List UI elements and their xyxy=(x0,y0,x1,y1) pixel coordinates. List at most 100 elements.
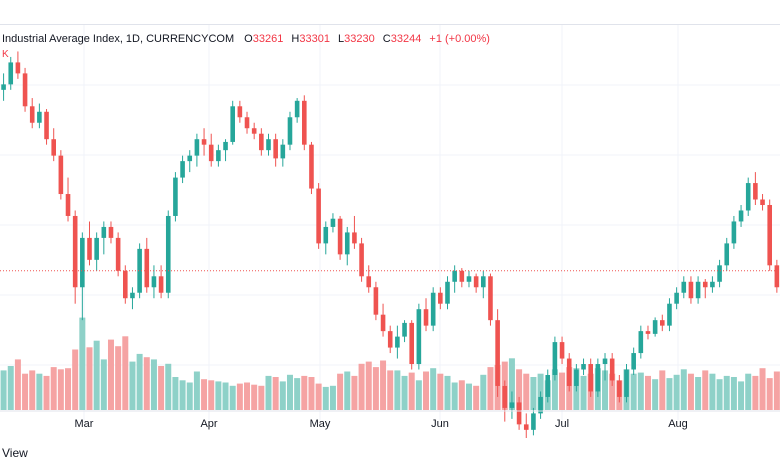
volume-bar[interactable] xyxy=(365,361,372,410)
candle-body[interactable] xyxy=(566,358,572,386)
volume-bar[interactable] xyxy=(265,375,272,410)
volume-bar[interactable] xyxy=(165,363,172,410)
volume-bar[interactable] xyxy=(7,366,14,410)
candle-body[interactable] xyxy=(101,226,107,238)
volume-bar[interactable] xyxy=(759,368,766,410)
candle-body[interactable] xyxy=(144,248,150,288)
candle-body[interactable] xyxy=(667,303,672,326)
volume-bar[interactable] xyxy=(0,370,7,410)
volume-bar[interactable] xyxy=(401,375,408,410)
volume-bar[interactable] xyxy=(36,373,43,410)
volume-bar[interactable] xyxy=(723,375,730,410)
candle-body[interactable] xyxy=(645,331,651,334)
candle-body[interactable] xyxy=(409,322,414,365)
volume-bar[interactable] xyxy=(609,373,616,410)
volume-bar[interactable] xyxy=(65,368,72,410)
candle-body[interactable] xyxy=(323,226,329,244)
candle-body[interactable] xyxy=(194,139,200,156)
candle-body[interactable] xyxy=(724,243,730,266)
volume-bar[interactable] xyxy=(308,377,315,410)
volume-bar[interactable] xyxy=(351,375,358,410)
candle-body[interactable] xyxy=(674,292,679,304)
candle-body[interactable] xyxy=(251,128,257,134)
volume-bar[interactable] xyxy=(487,367,494,410)
candle-body[interactable] xyxy=(165,215,171,293)
volume-bar[interactable] xyxy=(559,372,566,410)
candle-body[interactable] xyxy=(208,144,214,162)
symbol-legend[interactable]: Industrial Average Index, 1D, CURRENCYCO… xyxy=(2,33,490,45)
volume-bar[interactable] xyxy=(602,370,609,410)
volume-bar[interactable] xyxy=(458,380,465,410)
candle-body[interactable] xyxy=(387,331,393,348)
volume-bar[interactable] xyxy=(329,385,336,410)
candle-body[interactable] xyxy=(509,402,515,408)
candle-body[interactable] xyxy=(366,276,372,288)
candle-body[interactable] xyxy=(459,270,465,282)
candle-body[interactable] xyxy=(115,237,121,271)
volume-bar[interactable] xyxy=(738,381,745,410)
candle-body[interactable] xyxy=(294,100,300,118)
volume-bar[interactable] xyxy=(380,360,387,411)
volume-bar[interactable] xyxy=(229,385,236,410)
candle-body[interactable] xyxy=(130,292,135,299)
candle-body[interactable] xyxy=(588,364,593,392)
candle-body[interactable] xyxy=(65,194,71,216)
candle-body[interactable] xyxy=(652,320,658,334)
candle-body[interactable] xyxy=(466,276,472,282)
price-chart[interactable]: Mar Apr May Jun Jul Aug xyxy=(0,25,780,445)
candle-body[interactable] xyxy=(710,281,715,288)
candle-body[interactable] xyxy=(108,226,114,238)
candle-body[interactable] xyxy=(481,276,486,288)
volume-bar[interactable] xyxy=(659,370,666,410)
volume-bar[interactable] xyxy=(201,379,208,410)
candle-body[interactable] xyxy=(774,265,780,288)
candle-body[interactable] xyxy=(344,232,350,255)
volume-bar[interactable] xyxy=(93,340,100,410)
candle-body[interactable] xyxy=(495,320,500,386)
candle-body[interactable] xyxy=(731,221,737,244)
candle-body[interactable] xyxy=(445,281,450,304)
volume-bar[interactable] xyxy=(272,377,279,410)
volume-bar[interactable] xyxy=(72,349,79,411)
candle-body[interactable] xyxy=(745,183,751,211)
candle-body[interactable] xyxy=(1,84,6,90)
candle-body[interactable] xyxy=(216,150,221,162)
volume-bar[interactable] xyxy=(215,381,222,410)
volume-bar[interactable] xyxy=(709,373,716,410)
candle-body[interactable] xyxy=(223,141,228,151)
candle-body[interactable] xyxy=(72,215,78,288)
volume-bar[interactable] xyxy=(745,373,752,410)
candle-body[interactable] xyxy=(359,243,364,277)
candle-body[interactable] xyxy=(581,364,586,370)
candle-body[interactable] xyxy=(702,281,708,288)
candle-body[interactable] xyxy=(44,111,49,140)
volume-bar[interactable] xyxy=(337,373,344,410)
volume-bar[interactable] xyxy=(22,373,29,410)
volume-bar[interactable] xyxy=(716,379,723,410)
volume-bar[interactable] xyxy=(444,375,451,410)
volume-bar[interactable] xyxy=(358,363,365,410)
volume-bar[interactable] xyxy=(730,377,737,410)
candle-body[interactable] xyxy=(538,396,543,414)
volume-bar[interactable] xyxy=(179,380,186,410)
volume-bar[interactable] xyxy=(702,370,709,410)
volume-bar[interactable] xyxy=(100,359,107,410)
volume-bar[interactable] xyxy=(14,359,21,410)
candle-body[interactable] xyxy=(266,139,271,151)
candle-body[interactable] xyxy=(638,331,644,354)
chart-area[interactable]: Mar Apr May Jun Jul Aug xyxy=(0,25,780,445)
candle-body[interactable] xyxy=(87,237,92,260)
volume-bar[interactable] xyxy=(644,375,651,410)
volume-bar[interactable] xyxy=(523,373,530,410)
volume-bar[interactable] xyxy=(480,374,487,410)
candle-body[interactable] xyxy=(230,106,235,142)
candle-body[interactable] xyxy=(609,358,615,381)
volume-bar[interactable] xyxy=(637,372,644,410)
volume-bar[interactable] xyxy=(129,361,136,410)
candle-body[interactable] xyxy=(488,276,493,321)
candle-body[interactable] xyxy=(380,314,386,332)
candle-body[interactable] xyxy=(8,62,14,85)
candle-body[interactable] xyxy=(259,133,264,151)
candle-body[interactable] xyxy=(430,292,436,326)
volume-bar[interactable] xyxy=(294,378,301,410)
